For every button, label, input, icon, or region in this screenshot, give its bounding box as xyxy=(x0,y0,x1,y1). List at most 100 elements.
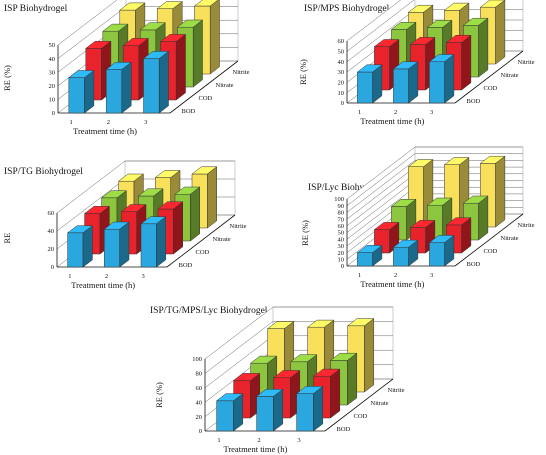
x-tick-label: 3 xyxy=(430,272,433,279)
gridline-side xyxy=(346,180,416,233)
depth-axis xyxy=(454,50,524,104)
y-tick-label: 0 xyxy=(341,263,344,270)
y-tick-label: 100 xyxy=(192,356,202,363)
bar-top xyxy=(119,2,146,11)
series-label: Nitrite xyxy=(518,59,535,66)
gridline-side xyxy=(57,6,127,59)
bar-front xyxy=(296,393,314,432)
series-label: BOD xyxy=(467,98,481,105)
bar-top xyxy=(142,51,170,59)
bar-side xyxy=(347,352,358,406)
gridline-side xyxy=(346,9,416,62)
bar-front xyxy=(143,58,160,114)
bar-top xyxy=(159,34,187,42)
bar-top xyxy=(428,54,455,62)
y-axis-label: RE (%) xyxy=(298,59,308,85)
series-label: COD xyxy=(199,95,213,102)
x-axis-label: Treatment time (h) xyxy=(71,280,135,290)
chart-title: ISP/TG/MPS/Lyc Biohydrogel xyxy=(150,306,268,316)
depth-axis xyxy=(166,214,236,268)
gridline-side xyxy=(346,160,416,213)
bar-top xyxy=(426,20,453,28)
bar-top xyxy=(272,370,301,378)
x-tick-label: 3 xyxy=(297,437,300,444)
x-tick-label: 1 xyxy=(358,109,361,116)
y-tick-label: 10 xyxy=(49,97,56,104)
bar-top xyxy=(392,61,419,70)
bar-bod-1 xyxy=(68,69,95,114)
bar-top xyxy=(390,22,417,30)
bar-top xyxy=(154,170,181,178)
bar-bod-1 xyxy=(215,393,244,432)
y-tick-label: 80 xyxy=(196,371,203,378)
bar-top xyxy=(100,190,128,199)
bar-bod-2 xyxy=(105,61,132,114)
bar-top xyxy=(140,216,167,225)
bar-front xyxy=(357,71,373,104)
y-tick-label: 0 xyxy=(199,428,202,435)
y-tick-label: 40 xyxy=(338,236,345,243)
bar-top xyxy=(426,197,453,206)
bar-top xyxy=(102,23,129,32)
chart-title: ISP/Lyc Biohydrogel xyxy=(308,183,389,193)
x-tick-label: 1 xyxy=(69,119,72,126)
y-tick-label: 10 xyxy=(338,257,345,264)
bar-front xyxy=(140,223,157,268)
x-tick-label: 3 xyxy=(142,273,145,280)
y-tick-label: 30 xyxy=(338,243,345,250)
y-tick-label: 20 xyxy=(196,414,203,421)
bar-front xyxy=(429,61,445,104)
y-tick-label: 40 xyxy=(196,399,203,406)
bar-front xyxy=(357,252,373,267)
y-tick-label: 10 xyxy=(338,90,345,97)
y-tick-label: 30 xyxy=(338,69,345,76)
bar-top xyxy=(103,221,130,230)
y-tick-label: 60 xyxy=(48,210,55,217)
bar-top xyxy=(373,39,400,47)
bar-top xyxy=(479,155,506,164)
x-axis-label: Treatment time (h) xyxy=(223,444,287,454)
gridline-side xyxy=(204,335,274,388)
bar-bod-3 xyxy=(295,385,324,432)
series-label: Nitrate xyxy=(371,400,389,407)
y-tick-label: 20 xyxy=(49,83,56,90)
series-label: Nitrite xyxy=(388,387,405,394)
bar-side xyxy=(495,0,506,65)
bar-front xyxy=(104,228,120,268)
bar-side xyxy=(84,69,95,114)
bar-top xyxy=(392,239,419,248)
y-tick-label: 50 xyxy=(338,230,345,237)
bar-top xyxy=(137,188,164,197)
bar-top xyxy=(191,166,218,175)
bar-top xyxy=(462,195,489,204)
depth-axis xyxy=(454,213,524,267)
bar-top xyxy=(445,217,472,226)
y-axis-label: RE (%) xyxy=(300,220,310,246)
y-axis-label: RE (%) xyxy=(154,382,164,408)
bar-top xyxy=(232,373,261,381)
bar-top xyxy=(312,368,341,377)
bar-side xyxy=(313,385,324,432)
series-label: COD xyxy=(484,248,498,255)
bar-top xyxy=(117,173,145,182)
bar-side xyxy=(158,50,169,114)
bar-top xyxy=(373,222,400,230)
bar-front xyxy=(393,68,409,104)
bar-front xyxy=(256,396,274,432)
y-tick-label: 70 xyxy=(338,216,345,223)
y-tick-label: 0 xyxy=(51,264,54,271)
series-label: Nitrate xyxy=(501,72,519,79)
y-axis-label: RE xyxy=(2,233,12,244)
chart-title: ISP/MPS Biohydrogel xyxy=(304,4,390,14)
bar-top xyxy=(174,186,201,195)
bar-top xyxy=(407,159,434,167)
y-tick-label: 20 xyxy=(338,250,345,257)
bar-top xyxy=(306,319,335,328)
gridline-side xyxy=(346,146,416,200)
bar-top xyxy=(193,0,219,7)
depth-axis xyxy=(324,378,394,432)
bar-top xyxy=(356,245,383,253)
bar-bod-2 xyxy=(392,239,419,267)
series-label: Nitrite xyxy=(230,223,247,230)
